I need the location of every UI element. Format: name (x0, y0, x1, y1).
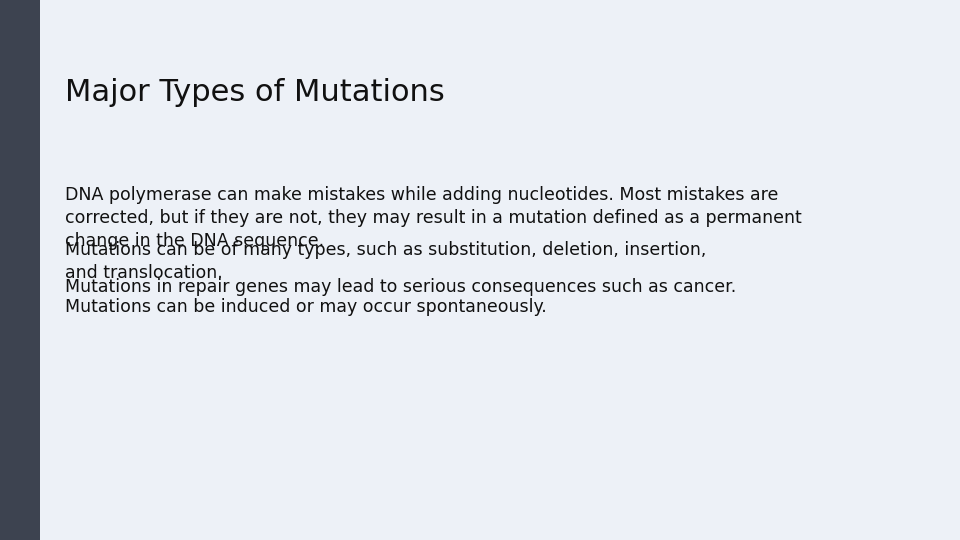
Text: Mutations can be of many types, such as substitution, deletion, insertion,
and t: Mutations can be of many types, such as … (65, 241, 707, 282)
FancyBboxPatch shape (0, 0, 40, 540)
Text: Mutations can be induced or may occur spontaneously.: Mutations can be induced or may occur sp… (65, 298, 547, 316)
Text: DNA polymerase can make mistakes while adding nucleotides. Most mistakes are
cor: DNA polymerase can make mistakes while a… (65, 186, 802, 250)
FancyBboxPatch shape (40, 0, 960, 540)
Text: Mutations in repair genes may lead to serious consequences such as cancer.: Mutations in repair genes may lead to se… (65, 278, 736, 296)
Text: Major Types of Mutations: Major Types of Mutations (65, 78, 445, 107)
